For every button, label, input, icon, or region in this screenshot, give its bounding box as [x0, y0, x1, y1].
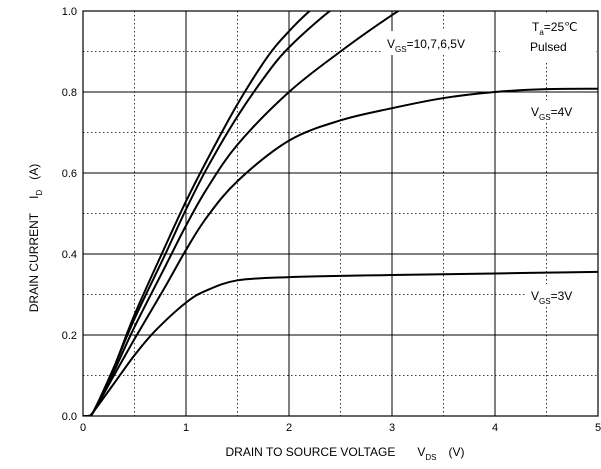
pulsed-label: Pulsed [530, 40, 567, 54]
x-tick-label: 3 [389, 422, 395, 434]
x-axis-label: DRAIN TO SOURCE VOLTAGE VDS (V) [226, 445, 465, 462]
x-axis-unit: (V) [448, 445, 464, 459]
y-axis-symbol: I [27, 196, 41, 199]
minor-grid [83, 11, 598, 416]
vgs-4-label: VGS=4V [531, 105, 572, 122]
major-grid [83, 11, 598, 416]
tick-labels: 0 1 2 3 4 5 0.0 0.2 0.4 0.6 0.8 1.0 [62, 6, 601, 434]
series-line-4 [83, 270, 598, 416]
series-line-1 [83, 11, 332, 416]
x-tick-label: 4 [492, 422, 498, 434]
vgs-4-label-bg [527, 100, 597, 122]
ta-label-bg [500, 14, 596, 62]
vgs-3-label: VGS=3V [531, 289, 572, 306]
ta-label: Ta=25℃ [532, 20, 578, 37]
y-tick-label: 0.0 [62, 411, 77, 423]
x-tick-label: 0 [80, 422, 86, 434]
y-axis-label-text: DRAIN CURRENT [27, 212, 41, 312]
y-axis-unit: (A) [27, 164, 41, 180]
x-tick-label: 2 [286, 422, 292, 434]
y-tick-label: 0.2 [62, 330, 77, 342]
y-axis-symbol-sub: D [35, 190, 44, 196]
y-tick-label: 0.6 [62, 168, 77, 180]
series-line-2 [83, 11, 401, 416]
x-axis-symbol-sub: DS [425, 453, 436, 462]
vgs-high-label-bg [382, 31, 492, 55]
y-axis-label: DRAIN CURRENT ID (A) [27, 164, 44, 312]
vgs-3-label-bg [527, 284, 597, 306]
x-tick-label: 5 [595, 422, 601, 434]
y-tick-label: 0.8 [62, 87, 77, 99]
x-axis-symbol: V [417, 445, 425, 459]
plot-frame [82, 10, 599, 417]
series-group [83, 11, 598, 416]
x-tick-label: 1 [183, 422, 189, 434]
y-tick-label: 1.0 [62, 6, 77, 18]
x-axis-label-text: DRAIN TO SOURCE VOLTAGE [226, 445, 396, 459]
vgs-high-label: VGS=10,7,6,5V [387, 37, 465, 54]
y-tick-label: 0.4 [62, 249, 77, 261]
series-line-3 [83, 87, 598, 416]
